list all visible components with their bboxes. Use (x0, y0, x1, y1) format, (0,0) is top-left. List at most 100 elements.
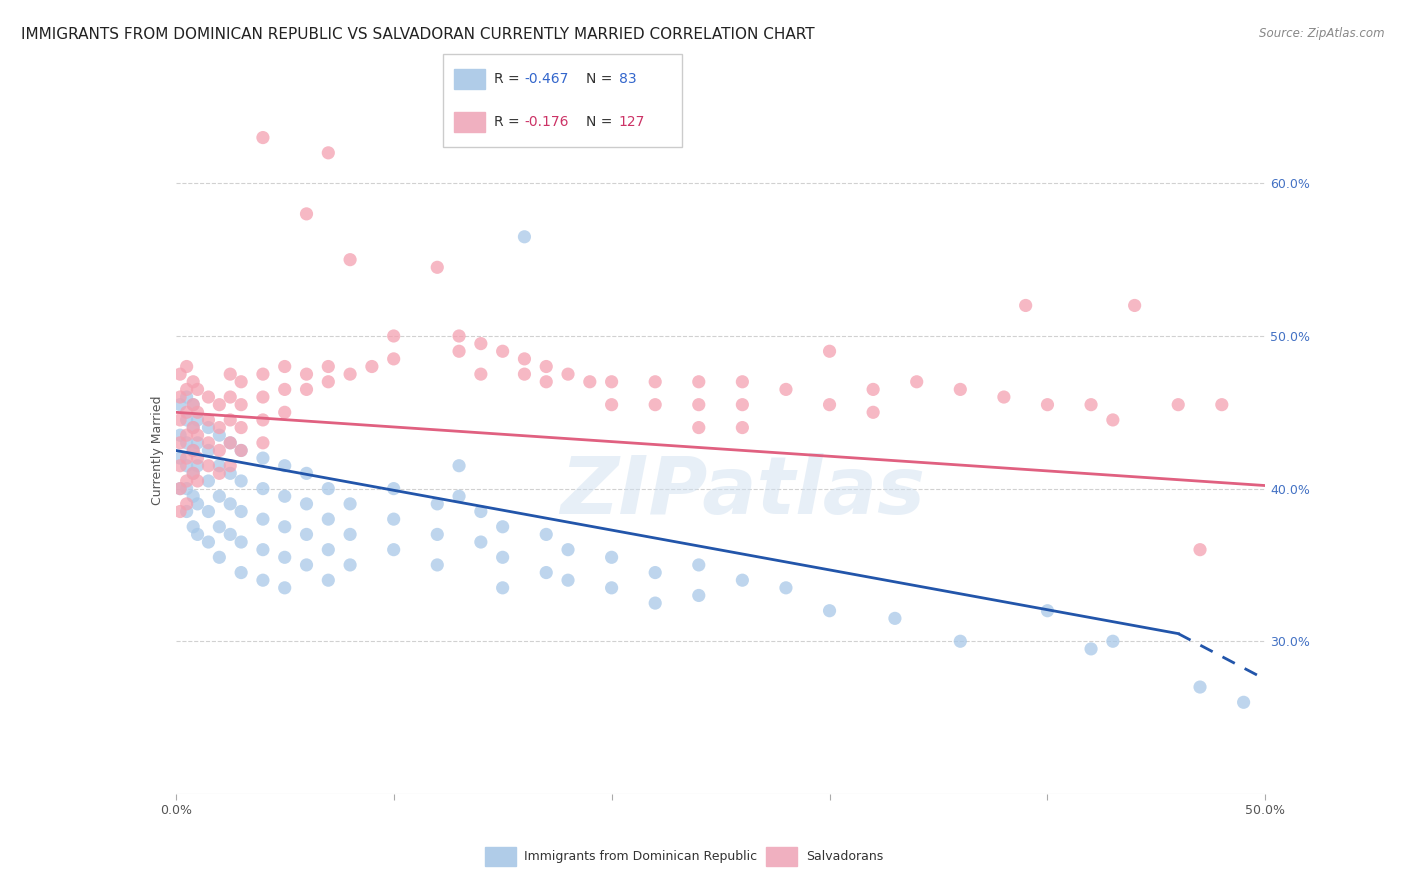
Point (274, 581, 297, 595)
Point (295, 467, 318, 481)
Point (644, 375, 666, 389)
Point (252, 435, 274, 450)
Point (534, 527, 557, 541)
Point (318, 375, 340, 389)
FancyBboxPatch shape (766, 847, 797, 866)
Point (295, 527, 318, 541)
Point (197, 435, 219, 450)
Text: N =: N = (586, 115, 617, 128)
Point (186, 428, 209, 442)
Point (1102, 634, 1125, 648)
Point (1167, 398, 1189, 412)
Point (447, 329, 470, 343)
Point (208, 467, 231, 481)
Point (1080, 398, 1102, 412)
Point (186, 527, 209, 541)
Point (231, 566, 253, 580)
Point (274, 383, 297, 397)
Point (534, 566, 557, 580)
Point (208, 428, 231, 442)
Point (219, 413, 242, 427)
Point (176, 359, 198, 374)
Point (600, 398, 623, 412)
Point (688, 420, 710, 434)
Text: Source: ZipAtlas.com: Source: ZipAtlas.com (1260, 27, 1385, 40)
Point (470, 504, 492, 518)
Point (600, 375, 623, 389)
Point (426, 497, 449, 511)
Point (775, 383, 797, 397)
Point (169, 458, 191, 473)
Point (274, 550, 297, 565)
Point (186, 451, 209, 466)
Point (688, 558, 710, 572)
Point (252, 482, 274, 496)
Point (176, 474, 198, 488)
Point (169, 451, 191, 466)
Point (231, 443, 253, 458)
Point (1036, 604, 1059, 618)
Point (557, 542, 579, 557)
Point (219, 390, 242, 404)
Point (274, 405, 297, 419)
Point (318, 359, 340, 374)
Point (644, 566, 666, 580)
Point (318, 482, 340, 496)
Point (492, 550, 515, 565)
Point (426, 260, 449, 275)
Point (208, 458, 231, 473)
Point (252, 413, 274, 427)
Point (949, 634, 972, 648)
Point (252, 367, 274, 381)
Point (1189, 542, 1212, 557)
Text: 83: 83 (619, 72, 637, 86)
Point (862, 405, 884, 419)
Point (186, 405, 209, 419)
Point (181, 467, 204, 481)
Point (186, 383, 209, 397)
Point (197, 535, 219, 549)
Text: N =: N = (586, 72, 617, 86)
Text: 127: 127 (619, 115, 645, 128)
Point (208, 443, 231, 458)
Text: R =: R = (494, 72, 523, 86)
Point (295, 367, 318, 381)
Point (905, 375, 928, 389)
Point (176, 458, 198, 473)
Point (688, 375, 710, 389)
Point (447, 458, 470, 473)
Point (208, 420, 231, 434)
Point (219, 367, 242, 381)
Point (219, 435, 242, 450)
Point (382, 482, 405, 496)
Point (884, 611, 907, 625)
Point (1102, 413, 1125, 427)
Point (231, 420, 253, 434)
Point (176, 451, 198, 466)
Point (252, 512, 274, 526)
Point (360, 359, 382, 374)
Point (169, 390, 191, 404)
Point (252, 451, 274, 466)
Point (252, 573, 274, 587)
Point (231, 443, 253, 458)
Text: Immigrants from Dominican Republic: Immigrants from Dominican Republic (524, 850, 758, 863)
Point (339, 252, 361, 267)
Point (169, 413, 191, 427)
Point (274, 489, 297, 503)
Point (274, 520, 297, 534)
Point (219, 467, 242, 481)
Point (818, 344, 841, 359)
Point (426, 558, 449, 572)
Point (176, 482, 198, 496)
Point (382, 351, 405, 366)
Point (274, 359, 297, 374)
FancyBboxPatch shape (443, 54, 682, 147)
Point (295, 383, 318, 397)
Point (600, 581, 623, 595)
Point (470, 367, 492, 381)
Point (513, 229, 536, 244)
Point (513, 351, 536, 366)
Point (169, 482, 191, 496)
Point (731, 573, 754, 587)
